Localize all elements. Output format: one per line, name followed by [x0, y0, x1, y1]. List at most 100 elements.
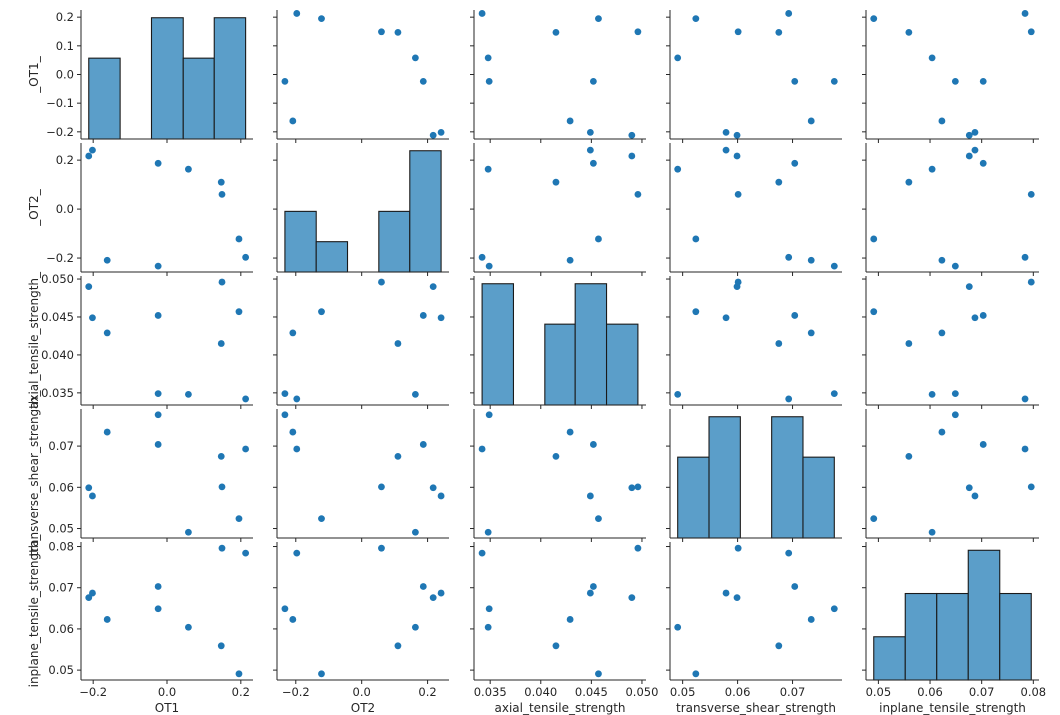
scatter-point — [411, 528, 419, 536]
scatter-point — [281, 77, 289, 85]
panel-2-1: −0.2 0.0 0.2 — [46, 143, 253, 276]
scatter-point — [411, 390, 419, 398]
scatter-point — [478, 445, 486, 453]
scatter-point — [870, 308, 878, 316]
scatter-point — [437, 492, 445, 500]
scatter-point — [971, 129, 979, 136]
scatter-point — [674, 165, 682, 173]
scatter-point — [775, 642, 783, 650]
y-tick-label: 0.2 — [56, 10, 74, 24]
scatter-point — [103, 428, 111, 436]
scatter-point — [692, 15, 700, 22]
scatter-point — [634, 544, 642, 552]
scatter-point — [692, 670, 700, 678]
scatter-point — [89, 589, 96, 597]
scatter-point — [938, 428, 946, 436]
panel-3-1: 0.035 0.040 0.045 0.050 — [41, 272, 253, 409]
scatter-point — [589, 77, 597, 85]
scatter-point — [775, 28, 783, 36]
scatter-point — [965, 484, 973, 492]
scatter-point — [318, 308, 325, 316]
scatter-point — [289, 428, 297, 436]
scatter-point — [242, 445, 250, 453]
scatter-point — [928, 165, 936, 173]
x-tick-label: −0.2 — [282, 685, 310, 699]
scatter-point — [628, 131, 636, 139]
histogram-bar — [873, 636, 906, 681]
x-tick-label: −0.2 — [79, 685, 107, 699]
scatter-point — [951, 390, 959, 398]
scatter-point — [484, 528, 492, 536]
panel-4-4 — [666, 409, 842, 542]
scatter-point — [733, 594, 741, 602]
scatter-point — [318, 15, 325, 22]
scatter-point — [437, 129, 445, 136]
scatter-point — [807, 616, 815, 623]
x-tick-label: 0.07 — [780, 685, 806, 699]
y-tick-label: 0.08 — [48, 540, 74, 554]
scatter-point — [485, 411, 493, 419]
x-tick-label: 0.08 — [1021, 685, 1047, 699]
scatter-point — [951, 262, 959, 270]
scatter-point — [485, 262, 493, 270]
y-axis-title-4: transverse_shear_strength_ — [27, 390, 41, 557]
y-tick-label: −0.1 — [46, 96, 74, 110]
scatter-point — [185, 623, 192, 631]
scatter-point — [89, 314, 96, 322]
histogram-bar — [904, 592, 938, 681]
scatter-point — [807, 329, 815, 337]
scatter-point — [928, 528, 936, 536]
scatter-point — [830, 262, 838, 270]
scatter-point — [378, 483, 385, 491]
scatter-point — [791, 159, 799, 167]
scatter-point — [733, 152, 741, 160]
histogram-bar — [708, 416, 741, 539]
scatter-point — [722, 589, 730, 597]
scatter-point — [566, 616, 574, 623]
scatter-point — [411, 54, 419, 62]
histogram-bar — [771, 416, 804, 539]
scatter-point — [634, 28, 642, 36]
scatter-point — [235, 235, 243, 243]
panel-1-5 — [862, 10, 1039, 143]
panel-5-5: 0.05 0.06 0.07 0.08 — [862, 542, 1046, 699]
scatter-point — [870, 515, 878, 523]
y-tick-label: 0.2 — [56, 153, 74, 167]
scatter-point — [928, 390, 936, 398]
panel-4-2 — [273, 409, 449, 542]
scatter-point — [965, 152, 973, 160]
scatter-point — [722, 314, 730, 322]
scatter-point — [807, 117, 815, 125]
scatter-point — [566, 256, 574, 264]
panel-5-4: 0.05 0.06 0.07 — [666, 542, 842, 699]
scatter-point — [905, 178, 913, 186]
scatter-point — [154, 411, 162, 419]
scatter-point — [807, 256, 815, 264]
scatter-point — [905, 340, 913, 347]
scatter-point — [218, 278, 226, 286]
histogram-bar — [213, 17, 247, 140]
scatter-point — [971, 146, 979, 154]
panel-5-3: 0.035 0.040 0.045 0.050 — [470, 542, 658, 699]
y-axis-title-2: _OT2_ — [27, 188, 41, 226]
scatter-point — [419, 312, 427, 319]
histogram-bar — [677, 456, 710, 539]
histogram-bar — [378, 210, 411, 273]
y-tick-label: 0.0 — [56, 68, 74, 82]
scatter-point — [938, 117, 946, 125]
scatter-point — [242, 549, 250, 557]
scatter-point — [378, 278, 385, 286]
scatter-point — [928, 54, 936, 62]
scatter-point — [419, 441, 427, 448]
scatter-point — [1027, 28, 1035, 36]
scatter-point — [595, 515, 602, 523]
y-tick-label: −0.2 — [46, 251, 74, 265]
y-axis-title-1: _OT1_ — [27, 55, 41, 93]
y-tick-label: 0.07 — [48, 581, 74, 595]
panel-3-2 — [273, 276, 449, 409]
scatter-point — [552, 178, 560, 186]
scatter-point — [905, 28, 913, 36]
scatter-point — [586, 129, 594, 136]
scatter-point — [733, 283, 741, 291]
scatter-point — [586, 492, 594, 500]
